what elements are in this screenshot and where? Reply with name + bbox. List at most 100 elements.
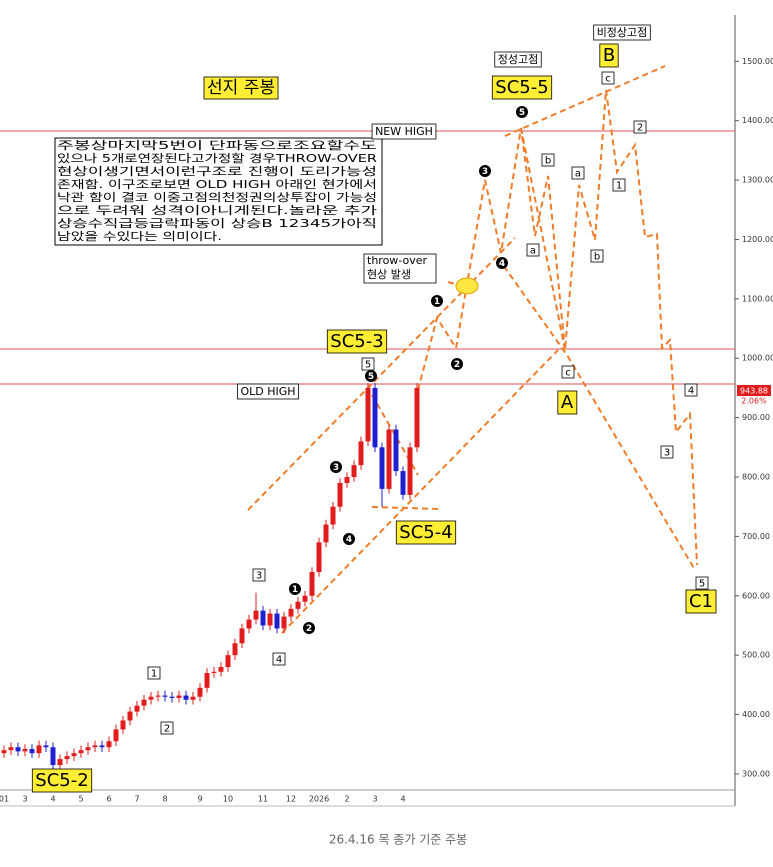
wave-circle-label: 1 (292, 585, 298, 595)
wave-circle-label: 2 (306, 624, 312, 634)
wave-circle-label: 4 (346, 535, 352, 545)
wave-label: 4 (276, 655, 282, 666)
channel-line (281, 349, 559, 634)
candle-body (260, 610, 266, 626)
candle-body (134, 705, 140, 712)
x-tick-label: 4 (400, 795, 405, 804)
candle-body (330, 506, 336, 525)
wave-label-box (660, 445, 674, 459)
wave-label-box (684, 383, 698, 397)
annotation: SC5-5 (495, 77, 548, 98)
y-tick-label: 1500.00 (742, 57, 773, 66)
annotation-box (395, 520, 457, 545)
wave-circle (496, 257, 508, 269)
candle-body (22, 748, 28, 752)
candle-body (106, 741, 112, 748)
candle-body (253, 610, 259, 620)
wave-circle (365, 370, 377, 382)
channel-line (504, 65, 666, 137)
wave-circle (303, 622, 315, 634)
x-tick-label: 01 (0, 795, 9, 804)
candle-body (169, 696, 175, 698)
annotation-box (326, 329, 388, 354)
candle-body (190, 696, 196, 700)
candle-body (302, 595, 308, 602)
candle-body (92, 745, 98, 748)
wave-circle-label: 1 (434, 297, 440, 307)
wave-lines (247, 65, 698, 634)
price-tag-box (737, 385, 771, 396)
x-tick-label: 3 (372, 795, 377, 804)
price-tag: 943.88 (740, 387, 768, 396)
wave-circle-label: 2 (454, 360, 460, 370)
x-tick-label: 9 (197, 795, 202, 804)
candle-body (316, 542, 322, 573)
candle-body (1, 750, 7, 754)
wave-label-box (601, 71, 615, 85)
wave-circle-label: 3 (333, 463, 339, 473)
x-tick-label: 12 (286, 795, 296, 804)
candle-body (120, 720, 126, 730)
candle-body (50, 747, 56, 766)
candle-body (204, 672, 210, 688)
annotation: A (561, 392, 574, 413)
channel-line (247, 237, 516, 511)
candle-body (239, 628, 245, 644)
annotation: 비정상고점 (597, 26, 648, 39)
wave-label: 3 (256, 571, 262, 582)
wave-label: b (545, 156, 551, 167)
x-tick-label: 2026 (309, 795, 329, 804)
y-tick-label: 500.00 (742, 651, 770, 660)
y-tick-label: 1200.00 (742, 235, 773, 244)
wave-label: 5 (365, 360, 371, 371)
wave-label-box (612, 178, 626, 192)
wave-circle (330, 461, 342, 473)
candle-body (162, 695, 168, 697)
note-line: 상승수직급등급락파동이 상승B 12345가아직 (57, 217, 377, 230)
x-tick-label: 10 (223, 795, 233, 804)
wave-path (417, 89, 698, 566)
annotation: 정성고점 (498, 53, 538, 66)
wave-label-box (633, 120, 647, 134)
wave-label-box (272, 652, 286, 666)
candle-body (197, 687, 203, 697)
candle-body (15, 747, 21, 752)
y-tick-label: 800.00 (742, 473, 770, 482)
candle-body (29, 748, 35, 754)
x-tick-label: 8 (162, 795, 167, 804)
candle-body (71, 753, 77, 757)
wave-circle-label: 4 (499, 259, 505, 269)
candle-body (246, 619, 252, 629)
wave-circle-label: 5 (519, 108, 525, 118)
wave-circle (431, 295, 443, 307)
candle-body (225, 655, 231, 668)
wave-label-box (561, 365, 575, 379)
y-tick-label: 600.00 (742, 591, 770, 600)
note-line: 낙관 함이 결코 이중고점의천정권의상투잡이 가능성 (57, 190, 377, 204)
candle-body (337, 482, 343, 507)
annotation: 선지 주봉 (207, 78, 275, 98)
annotation-box (491, 75, 553, 100)
candle-body (57, 759, 63, 766)
annotation: SC5-4 (399, 522, 452, 543)
candle-body (295, 601, 301, 609)
wave-label: a (530, 246, 536, 257)
note-line: 주봉상마지막5번이 단파동으로조요할수도 (57, 139, 377, 152)
throw-over-marker (455, 277, 479, 295)
annotation-box (237, 383, 299, 400)
wave-label: 2 (637, 123, 643, 134)
candle-body (267, 613, 273, 626)
note-line: 현상이생기면서이런구조로 진행이 도리가능성 (57, 165, 377, 178)
candle-body (127, 711, 133, 721)
candle-body (155, 695, 161, 697)
candle-body (36, 745, 42, 754)
candle-body (358, 441, 364, 466)
candle-body (379, 447, 385, 489)
x-tick-label: 2 (344, 795, 349, 804)
y-tick-label: 1100.00 (742, 294, 773, 303)
note-line: 남았을 수있다는 의미이다. (57, 230, 222, 243)
candle-body (323, 524, 329, 543)
candle-body (8, 747, 14, 751)
wave-label: c (565, 368, 571, 379)
